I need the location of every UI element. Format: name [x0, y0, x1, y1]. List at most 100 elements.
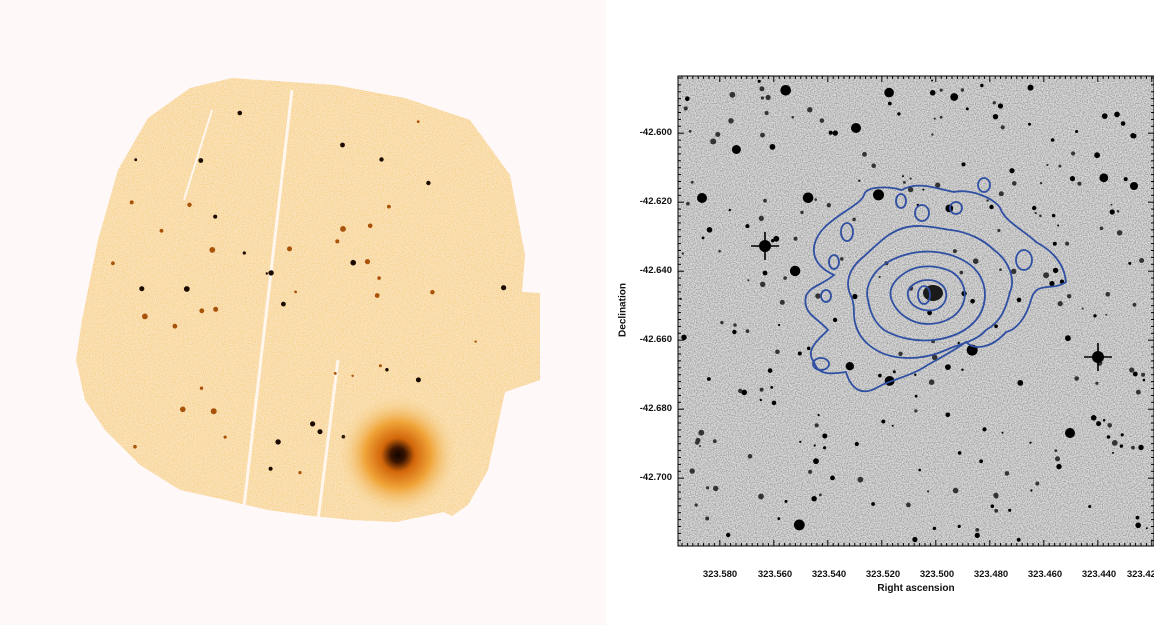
- xray-point-source: [333, 372, 337, 375]
- optical-star: [694, 503, 698, 507]
- optical-star: [826, 203, 831, 208]
- optical-star: [957, 524, 961, 529]
- optical-star: [764, 111, 769, 115]
- xray-point-source: [265, 272, 268, 275]
- optical-star: [994, 508, 999, 513]
- optical-star: [705, 516, 710, 521]
- y-axis-title: Declination: [617, 283, 629, 337]
- optical-star: [765, 94, 771, 101]
- optical-star: [1058, 164, 1062, 168]
- x-tick-label: 323.500: [919, 569, 955, 580]
- optical-star: [1135, 522, 1141, 529]
- optical-star: [1099, 226, 1104, 231]
- optical-star: [688, 129, 692, 133]
- xray-point-source: [340, 142, 345, 148]
- contour-2: [847, 225, 1013, 359]
- optical-star: [1101, 113, 1108, 119]
- optical-star: [720, 320, 724, 325]
- optical-star: [1012, 181, 1017, 186]
- optical-star: [939, 115, 943, 119]
- contour-peak: [917, 285, 931, 305]
- optical-star: [952, 249, 957, 254]
- optical-star: [726, 532, 731, 538]
- bright-star: [697, 193, 707, 203]
- xray-contours: [804, 177, 1067, 393]
- optical-star: [1055, 456, 1060, 462]
- xray-point-source: [223, 435, 227, 439]
- optical-star: [1116, 210, 1120, 213]
- optical-star: [779, 299, 785, 305]
- optical-star: [1102, 419, 1106, 422]
- y-tick-label: -42.660: [639, 334, 672, 345]
- xray-point-source: [111, 261, 115, 266]
- optical-star: [972, 258, 979, 265]
- optical-star: [933, 117, 936, 120]
- optical-star: [1088, 505, 1092, 508]
- optical-star: [857, 476, 864, 483]
- optical-star: [854, 441, 859, 447]
- y-tick-label: -42.640: [639, 265, 672, 276]
- optical-star: [808, 469, 813, 474]
- optical-star: [1001, 431, 1004, 434]
- optical-star: [758, 215, 764, 221]
- optical-star: [762, 270, 768, 276]
- optical-star: [690, 180, 694, 184]
- optical-star: [699, 445, 701, 447]
- optical-star: [974, 532, 980, 539]
- xray-point-source: [159, 228, 164, 233]
- optical-star: [747, 454, 753, 459]
- xray-point-source: [237, 110, 243, 116]
- optical-star: [813, 444, 816, 447]
- xray-point-source: [367, 223, 373, 229]
- optical-star: [1011, 268, 1017, 274]
- chip-gap: [183, 109, 213, 201]
- optical-star: [1049, 281, 1055, 287]
- xray-point-source: [199, 308, 205, 314]
- optical-star: [992, 101, 996, 105]
- optical-star: [695, 440, 700, 445]
- optical-star: [1067, 294, 1072, 299]
- xray-point-source: [187, 202, 192, 207]
- optical-star: [871, 163, 876, 168]
- optical-star: [745, 224, 750, 229]
- optical-star: [760, 132, 765, 138]
- optical-star: [683, 106, 688, 111]
- optical-star: [759, 86, 765, 92]
- optical-star: [952, 487, 959, 494]
- optical-star: [814, 198, 817, 201]
- optical-star: [931, 79, 933, 82]
- optical-star: [1094, 152, 1100, 159]
- optical-star: [731, 145, 741, 154]
- optical-star: [960, 88, 965, 92]
- optical-star: [990, 504, 995, 509]
- xray-point-source: [430, 290, 435, 295]
- optical-star: [975, 528, 980, 532]
- optical-star: [986, 199, 989, 202]
- optical-star: [729, 91, 736, 98]
- optical-star: [1043, 272, 1050, 279]
- optical-star: [909, 177, 912, 180]
- optical-star: [806, 346, 811, 351]
- xray-point-source: [199, 386, 204, 390]
- optical-star: [892, 370, 896, 374]
- optical-star: [718, 249, 721, 253]
- optical-star: [1142, 378, 1146, 382]
- optical-star: [793, 236, 798, 241]
- optical-star: [1052, 267, 1059, 274]
- optical-star: [1077, 181, 1082, 186]
- optical-star: [1046, 163, 1049, 167]
- optical-star: [1075, 130, 1079, 133]
- optical-star: [873, 189, 884, 201]
- optical-star: [1120, 121, 1126, 126]
- optical-star: [706, 486, 710, 490]
- optical-star: [881, 419, 886, 424]
- optical-star: [1016, 297, 1022, 303]
- optical-star: [989, 204, 994, 210]
- optical-star: [998, 191, 1004, 197]
- x-tick-label: 323.520: [865, 569, 901, 580]
- optical-star: [797, 351, 802, 356]
- optical-star: [997, 103, 1004, 109]
- optical-star: [681, 252, 684, 255]
- optical-star: [939, 88, 943, 92]
- optical-star: [1008, 508, 1012, 512]
